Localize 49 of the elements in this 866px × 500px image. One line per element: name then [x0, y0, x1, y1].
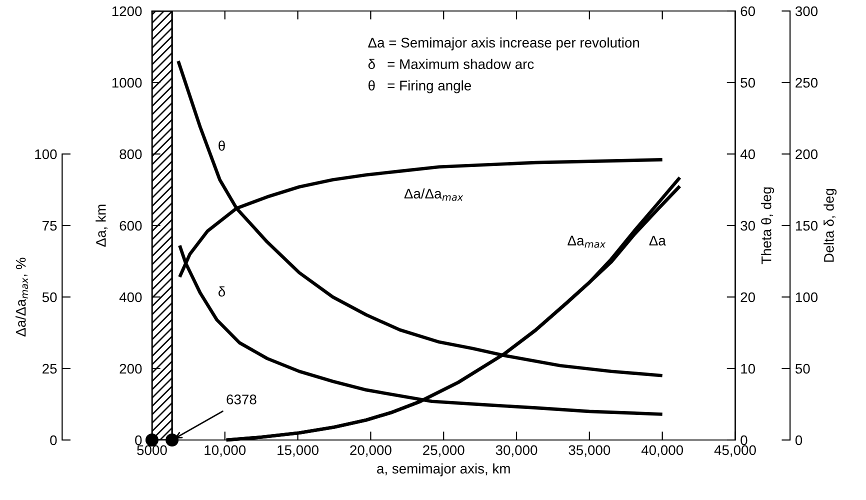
- annotation: δ = Maximum shadow arc: [368, 58, 534, 70]
- x-tick-label: 5000: [137, 445, 167, 456]
- y-tick-label: 100: [35, 149, 57, 160]
- y2-tick-label: 10: [741, 364, 755, 374]
- y-tick-label: 50: [42, 292, 57, 302]
- annotation: θ = Firing angle: [368, 80, 472, 94]
- y3-tick-label: 200: [796, 149, 818, 160]
- x-tick-label: 15,000: [278, 445, 318, 457]
- y-tick-label: 200: [120, 364, 142, 374]
- y-tick-label: 0: [50, 435, 57, 446]
- y-axis-title: Δa, km: [96, 204, 108, 247]
- y3-tick-label: 300: [795, 6, 818, 16]
- series-label: θ: [218, 140, 225, 151]
- y-tick-label: 75: [42, 220, 57, 231]
- y2-tick-label: 0: [740, 435, 748, 446]
- series-label: δ: [218, 286, 226, 297]
- y3-tick-label: 0: [795, 435, 802, 446]
- y2-axis-title: Theta θ, deg: [761, 187, 774, 264]
- x-tick-label: 10,000: [204, 445, 246, 457]
- x-tick-label: 45,000: [714, 445, 756, 457]
- y2-tick-label: 30: [740, 220, 755, 231]
- y-tick-label: 800: [120, 149, 142, 160]
- series-label: Δa/Δa$_{max}$: [404, 188, 464, 201]
- annotation: 6378: [226, 394, 256, 404]
- y-axis-title: Δa/Δa$_{max}$, %: [16, 258, 28, 336]
- y3-tick-label: 100: [796, 292, 818, 302]
- x-axis-title: a, semimajor axis, km: [377, 463, 510, 476]
- x-tick-label: 25,000: [423, 445, 464, 457]
- y-tick-label: 25: [42, 364, 57, 374]
- x-tick-label: 30,000: [496, 445, 538, 457]
- y-tick-label: 1200: [112, 6, 142, 16]
- y3-axis-title: Delta δ, deg: [824, 188, 837, 262]
- y3-tick-label: 150: [796, 220, 818, 231]
- y2-tick-label: 40: [740, 149, 755, 160]
- y-tick-label: 400: [119, 292, 142, 302]
- y-tick-label: 600: [120, 220, 142, 231]
- x-tick-label: 35,000: [568, 445, 610, 457]
- y2-tick-label: 50: [740, 78, 755, 88]
- y-tick-label: 0: [135, 435, 142, 446]
- series-label: Δa: [649, 236, 666, 246]
- x-tick-label: 40,000: [641, 445, 684, 457]
- y3-tick-label: 250: [796, 78, 818, 88]
- y-tick-label: 1000: [112, 78, 142, 88]
- series-label: Δa$_{max}$: [568, 236, 606, 248]
- y2-tick-label: 20: [740, 292, 755, 302]
- x-tick-label: 20,000: [350, 445, 392, 457]
- y2-tick-label: 60: [740, 6, 755, 16]
- annotation: Δa = Semimajor axis increase per revolution: [368, 37, 640, 50]
- y3-tick-label: 50: [795, 364, 810, 374]
